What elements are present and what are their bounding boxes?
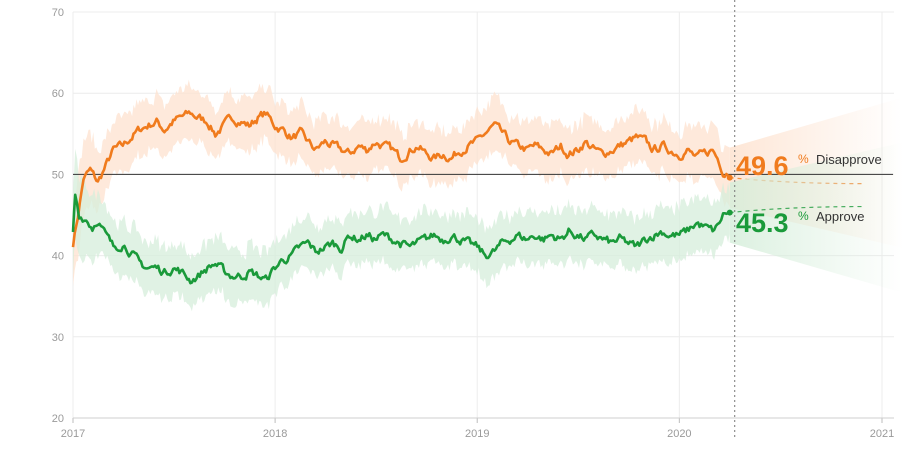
approve-uncertainty-band — [73, 148, 730, 312]
y-tick-label-30: 30 — [52, 332, 64, 344]
x-tick-label-2017: 2017 — [61, 428, 85, 440]
forecast-fans — [729, 97, 902, 293]
approve-current-point — [726, 209, 733, 216]
uncertainty-bands — [73, 79, 730, 312]
disapprove-uncertainty-band — [73, 79, 730, 286]
approve-percent-sign: % — [798, 209, 809, 223]
y-tick-label-60: 60 — [52, 88, 64, 100]
approve-series-label: Approve — [816, 209, 864, 224]
approve-forecast-fan — [729, 142, 902, 293]
approve-line — [71, 193, 731, 285]
x-tick-label-2018: 2018 — [263, 428, 287, 440]
approve-current-value: 45.3 — [736, 208, 789, 238]
y-tick-label-50: 50 — [52, 169, 64, 181]
disapprove-percent-sign: % — [798, 152, 809, 166]
x-tick-label-2021: 2021 — [870, 428, 894, 440]
y-tick-label-70: 70 — [52, 7, 64, 19]
y-tick-label-20: 20 — [52, 413, 64, 425]
disapprove-current-point — [726, 174, 733, 181]
series-lines — [71, 109, 733, 285]
x-tick-label-2020: 2020 — [667, 428, 691, 440]
disapprove-series-label: Disapprove — [816, 152, 882, 167]
x-tick-label-2019: 2019 — [465, 428, 489, 440]
disapprove-line — [71, 109, 731, 248]
disapprove-current-value: 49.6 — [736, 151, 789, 181]
reference-line-group — [73, 0, 893, 440]
end-labels: 49.6% Disapprove 45.3% Approve — [736, 151, 882, 238]
y-tick-label-40: 40 — [52, 251, 64, 263]
